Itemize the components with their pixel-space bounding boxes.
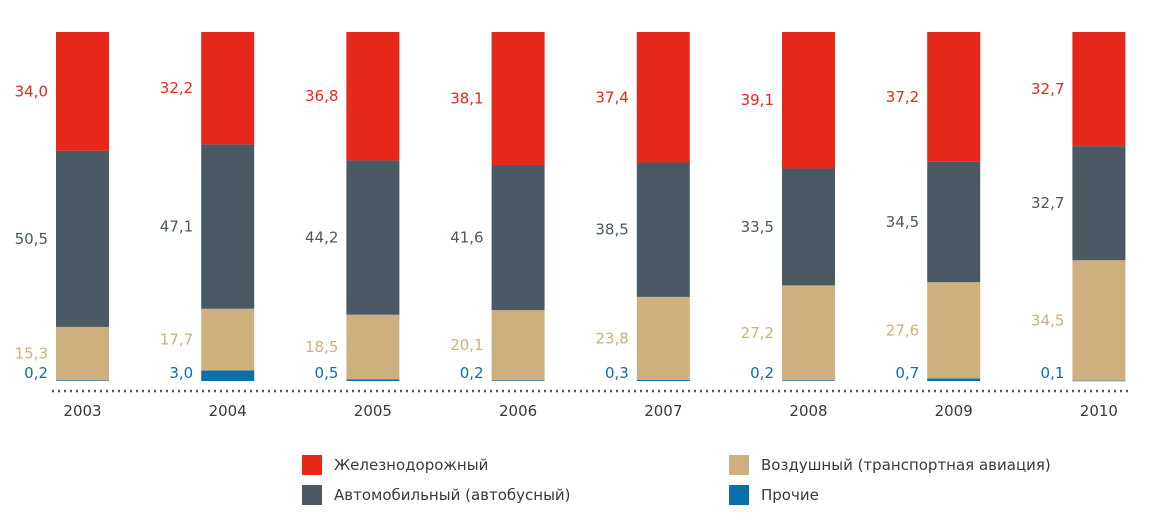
value-label-2005-s3: 36,8 bbox=[305, 87, 338, 105]
bar-segment-2007-s0 bbox=[636, 379, 690, 381]
x-tick-label-2003: 2003 bbox=[63, 402, 101, 420]
value-label-2010-s0: 0,1 bbox=[1041, 364, 1065, 382]
bar-segment-2009-s0 bbox=[927, 378, 981, 381]
bar-segment-2009-s2 bbox=[927, 161, 981, 283]
value-label-2007-s0: 0,3 bbox=[605, 364, 629, 382]
value-label-2009-s0: 0,7 bbox=[895, 364, 919, 382]
bar-segment-2003-s0 bbox=[56, 380, 109, 381]
bar-segment-2007-s3 bbox=[636, 32, 690, 163]
value-label-2004-s3: 32,2 bbox=[160, 79, 193, 97]
x-tick-label-2008: 2008 bbox=[789, 402, 827, 420]
x-tick-label-2005: 2005 bbox=[354, 402, 392, 420]
legend-label-air: Воздушный (транспортная авиация) bbox=[761, 456, 1051, 474]
bar-segment-2004-s3 bbox=[201, 32, 255, 145]
value-label-2010-s1: 34,5 bbox=[1031, 311, 1064, 329]
value-label-2010-s2: 32,7 bbox=[1031, 194, 1064, 212]
bar-segment-2005-s0 bbox=[346, 379, 400, 381]
value-label-2007-s1: 23,8 bbox=[595, 329, 628, 347]
legend-item-railway: Железнодорожный bbox=[302, 455, 488, 475]
value-label-2006-s2: 41,6 bbox=[450, 229, 483, 247]
value-label-2010-s3: 32,7 bbox=[1031, 80, 1064, 98]
x-tick-label-2006: 2006 bbox=[499, 402, 537, 420]
bar-segment-2008-s2 bbox=[782, 168, 835, 286]
bar-segment-2008-s1 bbox=[782, 285, 835, 381]
value-label-2004-s0: 3,0 bbox=[169, 364, 193, 382]
legend-item-air: Воздушный (транспортная авиация) bbox=[729, 455, 1051, 475]
bar-segment-2006-s3 bbox=[491, 32, 545, 165]
value-label-2007-s2: 38,5 bbox=[595, 221, 628, 239]
value-labels-layer: 0,215,350,534,03,017,747,132,20,518,544,… bbox=[15, 79, 1065, 382]
bar-segment-2006-s0 bbox=[491, 380, 545, 381]
value-label-2008-s1: 27,2 bbox=[741, 324, 774, 342]
bar-segment-2006-s2 bbox=[491, 164, 545, 311]
bar-segment-2009-s3 bbox=[927, 32, 981, 162]
value-label-2004-s2: 47,1 bbox=[160, 218, 193, 236]
value-label-2003-s3: 34,0 bbox=[15, 82, 48, 100]
bar-segment-2010-s2 bbox=[1072, 146, 1126, 261]
value-label-2003-s0: 0,2 bbox=[24, 364, 48, 382]
bar-segment-2010-s1 bbox=[1072, 260, 1126, 381]
value-label-2009-s2: 34,5 bbox=[886, 213, 919, 231]
value-label-2008-s3: 39,1 bbox=[741, 91, 774, 109]
value-label-2005-s2: 44,2 bbox=[305, 229, 338, 247]
bars-layer bbox=[56, 32, 1126, 382]
value-label-2006-s0: 0,2 bbox=[460, 364, 484, 382]
value-label-2006-s3: 38,1 bbox=[450, 89, 483, 107]
bar-segment-2009-s1 bbox=[927, 282, 981, 379]
x-tick-label-2007: 2007 bbox=[644, 402, 682, 420]
bar-segment-2008-s0 bbox=[782, 380, 835, 381]
bar-segment-2004-s2 bbox=[201, 144, 255, 309]
legend-swatch-air bbox=[729, 455, 749, 475]
bar-segment-2004-s0 bbox=[201, 370, 255, 381]
legend-label-railway: Железнодорожный bbox=[334, 456, 489, 474]
value-label-2009-s3: 37,2 bbox=[886, 88, 919, 106]
bar-segment-2005-s1 bbox=[346, 314, 400, 380]
bar-segment-2003-s1 bbox=[56, 326, 109, 381]
value-label-2005-s0: 0,5 bbox=[315, 364, 339, 382]
value-label-2007-s3: 37,4 bbox=[595, 88, 628, 106]
bar-segment-2010-s0 bbox=[1072, 380, 1126, 382]
x-axis-tick-labels: 2003 2004 2005 2006 2007 2008 2009 2010 bbox=[63, 402, 1118, 420]
bar-segment-2003-s3 bbox=[56, 32, 109, 151]
legend-item-other: Прочие bbox=[729, 485, 819, 505]
value-label-2008-s2: 33,5 bbox=[741, 218, 774, 236]
value-label-2003-s2: 50,5 bbox=[15, 230, 48, 248]
x-tick-label-2004: 2004 bbox=[209, 402, 247, 420]
legend-swatch-auto bbox=[302, 485, 322, 505]
legend-label-other: Прочие bbox=[761, 486, 819, 504]
bar-segment-2007-s1 bbox=[636, 296, 690, 380]
bar-segment-2007-s2 bbox=[636, 162, 690, 297]
bar-segment-2005-s3 bbox=[346, 32, 400, 161]
bar-segment-2010-s3 bbox=[1072, 32, 1126, 147]
x-tick-label-2010: 2010 bbox=[1080, 402, 1118, 420]
x-tick-label-2009: 2009 bbox=[935, 402, 973, 420]
bar-segment-2005-s2 bbox=[346, 160, 400, 315]
legend-item-auto: Автомобильный (автобусный) bbox=[302, 485, 571, 505]
bar-segment-2003-s2 bbox=[56, 150, 109, 327]
value-label-2009-s1: 27,6 bbox=[886, 321, 919, 339]
bar-segment-2008-s3 bbox=[782, 32, 835, 169]
value-label-2004-s1: 17,7 bbox=[160, 331, 193, 349]
legend-swatch-railway bbox=[302, 455, 322, 475]
value-label-2006-s1: 20,1 bbox=[450, 336, 483, 354]
value-label-2003-s1: 15,3 bbox=[15, 345, 48, 363]
value-label-2005-s1: 18,5 bbox=[305, 338, 338, 356]
bar-segment-2004-s1 bbox=[201, 308, 255, 371]
bar-segment-2006-s1 bbox=[491, 310, 545, 381]
legend-label-auto: Автомобильный (автобусный) bbox=[334, 486, 571, 504]
legend-swatch-other bbox=[729, 485, 749, 505]
value-label-2008-s0: 0,2 bbox=[750, 364, 774, 382]
